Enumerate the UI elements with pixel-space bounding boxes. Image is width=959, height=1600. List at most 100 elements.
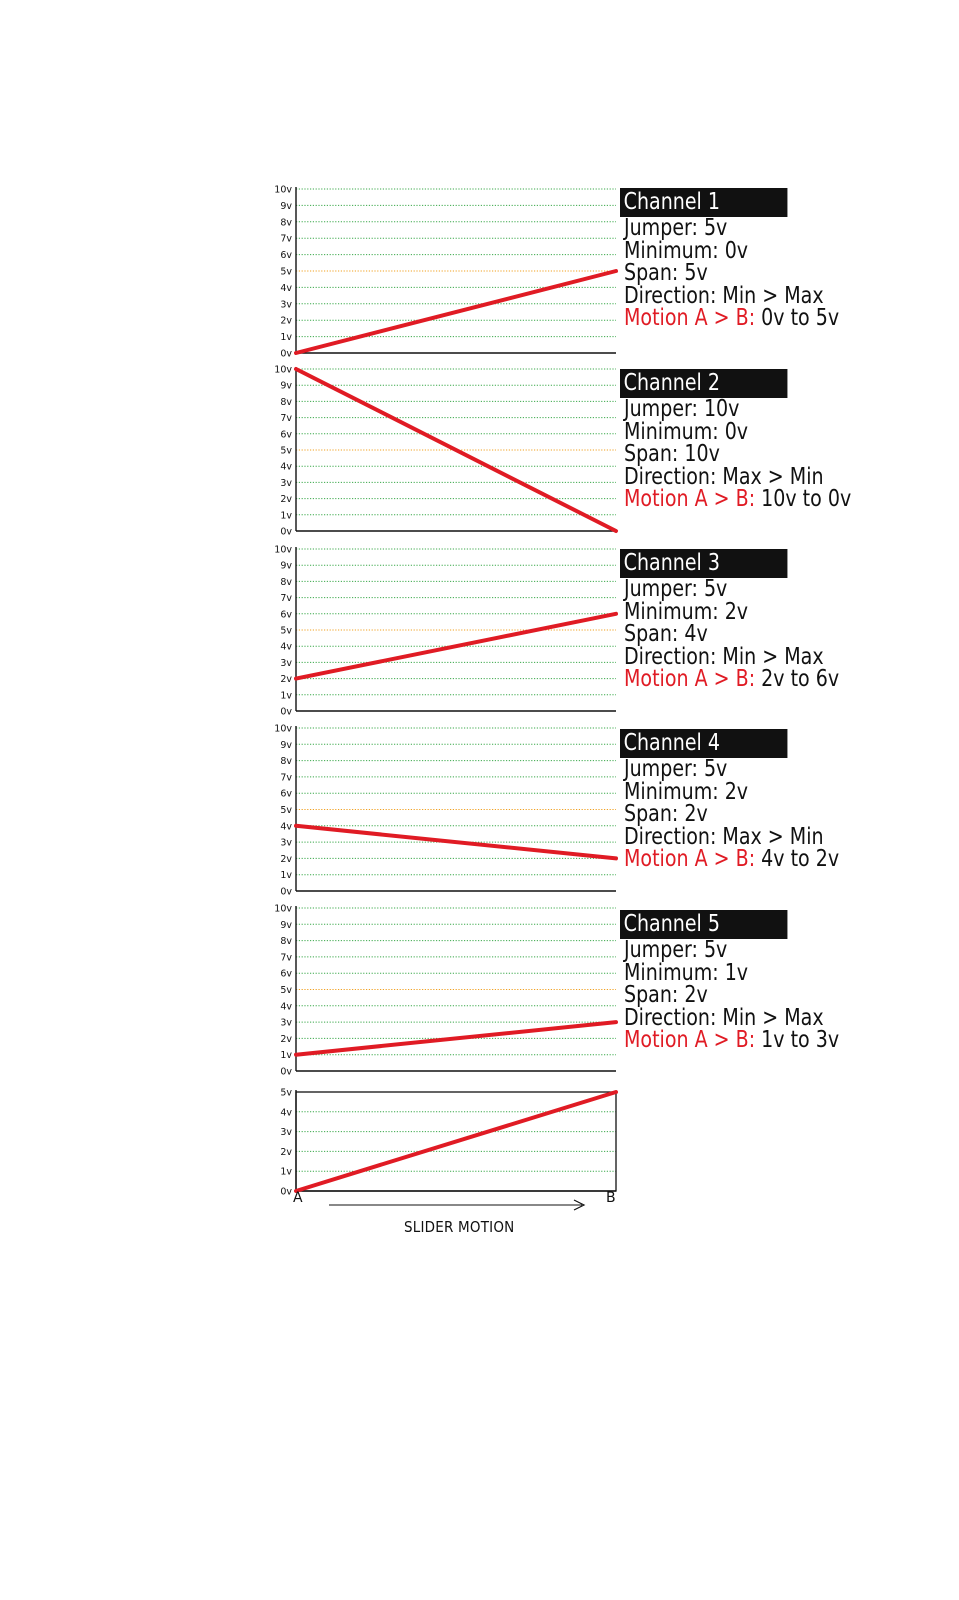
y-tick-label: 1v bbox=[280, 1167, 292, 1178]
y-tick-label: 1v bbox=[280, 690, 292, 701]
y-tick-label: 9v bbox=[280, 920, 292, 931]
slider-b-label: B bbox=[606, 1190, 616, 1206]
motion-text: Motion A > B: 2v to 6v bbox=[624, 668, 869, 691]
y-tick-label: 0v bbox=[280, 527, 292, 538]
y-tick-label: 10v bbox=[274, 545, 292, 556]
motion-label: Motion A > B: bbox=[624, 666, 756, 692]
y-tick-label: 9v bbox=[280, 201, 292, 212]
y-tick-label: 4v bbox=[280, 1107, 292, 1118]
motion-value: 10v to 0v bbox=[755, 486, 852, 512]
y-tick-label: 5v bbox=[280, 805, 292, 816]
y-tick-label: 1v bbox=[280, 332, 292, 343]
y-tick-label: 1v bbox=[280, 510, 292, 521]
motion-label: Motion A > B: bbox=[624, 305, 756, 331]
y-tick-label: 5v bbox=[280, 626, 292, 637]
minimum-text: Minimum: 0v bbox=[624, 418, 749, 445]
motion-value: 2v to 6v bbox=[755, 666, 840, 692]
voltage-line bbox=[294, 823, 618, 861]
minimum-text: Minimum: 1v bbox=[624, 959, 749, 986]
motion-label: Motion A > B: bbox=[624, 486, 756, 512]
y-tick-label: 0v bbox=[280, 1067, 292, 1078]
y-tick-label: 3v bbox=[280, 299, 292, 310]
y-tick-label: 3v bbox=[280, 478, 292, 489]
y-tick-label: 4v bbox=[280, 462, 292, 473]
motion-text: Motion A > B: 10v to 0v bbox=[624, 488, 869, 511]
y-tick-label: 3v bbox=[280, 658, 292, 669]
y-tick-label: 8v bbox=[280, 217, 292, 228]
y-tick-label: 0v bbox=[280, 887, 292, 898]
y-tick-label: 1v bbox=[280, 1050, 292, 1061]
voltage-line bbox=[294, 367, 618, 533]
slider-a-label: A bbox=[293, 1190, 303, 1206]
y-tick-label: 3v bbox=[280, 1127, 292, 1138]
channel-title: Channel 1 bbox=[620, 188, 788, 217]
y-tick-label: 2v bbox=[280, 316, 292, 327]
jumper-text: Jumper: 5v bbox=[624, 756, 728, 782]
y-tick-label: 3v bbox=[280, 1018, 292, 1029]
channel-title: Channel 4 bbox=[620, 729, 788, 758]
jumper-text: Jumper: 10v bbox=[624, 396, 740, 422]
channel-2-panel: Channel 2 Jumper: 10v Minimum: 0v Span: … bbox=[620, 369, 890, 511]
y-tick-label: 0v bbox=[280, 1187, 292, 1198]
y-tick-label: 0v bbox=[280, 707, 292, 718]
voltage-line bbox=[294, 269, 618, 355]
y-tick-label: 3v bbox=[280, 838, 292, 849]
channel-title: Channel 2 bbox=[620, 369, 788, 398]
motion-label: Motion A > B: bbox=[624, 846, 756, 872]
y-tick-label: 10v bbox=[274, 185, 292, 196]
y-tick-label: 8v bbox=[280, 756, 292, 767]
y-tick-label: 10v bbox=[274, 724, 292, 735]
y-tick-label: 9v bbox=[280, 381, 292, 392]
span-text: Span: 2v bbox=[624, 801, 708, 827]
y-tick-label: 5v bbox=[280, 446, 292, 457]
y-tick-label: 8v bbox=[280, 397, 292, 408]
y-tick-label: 2v bbox=[280, 494, 292, 505]
minimum-text: Minimum: 2v bbox=[624, 778, 749, 805]
y-tick-label: 9v bbox=[280, 740, 292, 751]
jumper-text: Jumper: 5v bbox=[624, 215, 728, 241]
y-tick-label: 6v bbox=[280, 429, 292, 440]
jumper-text: Jumper: 5v bbox=[624, 937, 728, 963]
y-tick-label: 2v bbox=[280, 1034, 292, 1045]
y-tick-label: 5v bbox=[280, 1088, 292, 1099]
y-tick-label: 8v bbox=[280, 936, 292, 947]
span-text: Span: 5v bbox=[624, 260, 708, 286]
y-tick-label: 6v bbox=[280, 969, 292, 980]
y-tick-label: 4v bbox=[280, 283, 292, 294]
voltage-line bbox=[294, 1020, 618, 1057]
y-tick-label: 10v bbox=[274, 365, 292, 376]
y-tick-label: 4v bbox=[280, 1001, 292, 1012]
y-tick-label: 7v bbox=[280, 772, 292, 783]
motion-label: Motion A > B: bbox=[624, 1027, 756, 1053]
y-tick-label: 7v bbox=[280, 413, 292, 424]
motion-text: Motion A > B: 1v to 3v bbox=[624, 1029, 869, 1052]
y-tick-label: 1v bbox=[280, 870, 292, 881]
y-tick-label: 6v bbox=[280, 609, 292, 620]
motion-value: 1v to 3v bbox=[755, 1027, 840, 1053]
y-tick-label: 9v bbox=[280, 561, 292, 572]
span-text: Span: 4v bbox=[624, 621, 708, 647]
motion-text: Motion A > B: 4v to 2v bbox=[624, 848, 869, 871]
y-tick-label: 10v bbox=[274, 904, 292, 915]
direction-text: Direction: Min > Max bbox=[624, 1004, 824, 1031]
y-tick-label: 7v bbox=[280, 593, 292, 604]
span-text: Span: 10v bbox=[624, 441, 720, 467]
y-tick-label: 2v bbox=[280, 1147, 292, 1158]
motion-value: 4v to 2v bbox=[755, 846, 840, 872]
y-tick-label: 5v bbox=[280, 267, 292, 278]
channel-title: Channel 5 bbox=[620, 910, 788, 939]
direction-text: Direction: Max > Min bbox=[624, 463, 824, 490]
motion-value: 0v to 5v bbox=[755, 305, 840, 331]
y-tick-label: 6v bbox=[280, 789, 292, 800]
y-tick-label: 7v bbox=[280, 952, 292, 963]
slider-motion-caption: SLIDER MOTION bbox=[404, 1218, 515, 1236]
y-tick-label: 2v bbox=[280, 854, 292, 865]
channel-5-panel: Channel 5 Jumper: 5v Minimum: 1v Span: 2… bbox=[620, 910, 890, 1052]
direction-text: Direction: Max > Min bbox=[624, 823, 824, 850]
y-tick-label: 4v bbox=[280, 821, 292, 832]
voltage-line bbox=[294, 611, 618, 681]
minimum-text: Minimum: 2v bbox=[624, 598, 749, 625]
y-tick-label: 4v bbox=[280, 642, 292, 653]
span-text: Span: 2v bbox=[624, 982, 708, 1008]
